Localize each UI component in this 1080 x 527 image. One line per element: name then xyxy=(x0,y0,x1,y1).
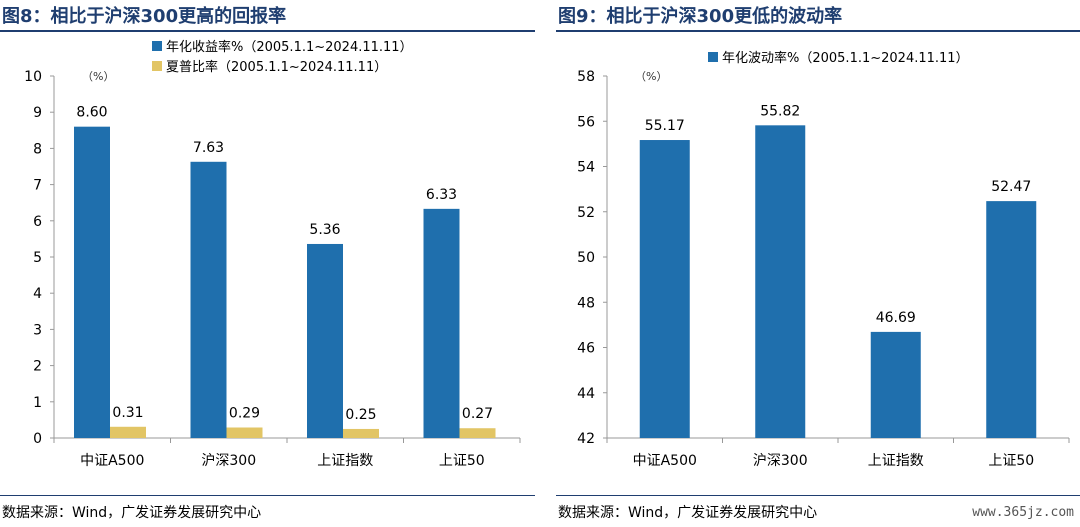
y-tick-label: 56 xyxy=(577,114,595,130)
left-source-rule xyxy=(0,495,535,496)
y-tick-label: 50 xyxy=(577,250,595,266)
x-category-label: 上证50 xyxy=(439,453,485,469)
y-tick-label: 48 xyxy=(577,295,595,311)
data-label: 7.63 xyxy=(193,140,224,156)
bar-primary xyxy=(755,125,806,438)
bar-primary xyxy=(74,126,110,439)
legend-swatch xyxy=(152,41,162,51)
y-tick-label: 8 xyxy=(33,141,42,157)
y-tick-label: 6 xyxy=(33,214,42,230)
bar-primary xyxy=(870,331,921,438)
right-figure-title: 图9：相比于沪深300更低的波动率 xyxy=(558,6,843,27)
bar-primary xyxy=(307,243,343,438)
bar-primary xyxy=(639,140,690,438)
data-label: 0.27 xyxy=(462,406,493,422)
data-label: 8.60 xyxy=(76,105,107,121)
bar-secondary xyxy=(110,426,146,438)
bar-primary xyxy=(190,161,227,438)
y-tick-label: 58 xyxy=(577,69,595,85)
data-label: 0.29 xyxy=(229,406,260,422)
data-label: 55.82 xyxy=(760,103,800,119)
x-category-label: 上证指数 xyxy=(317,453,373,469)
x-category-label: 上证50 xyxy=(988,453,1034,469)
y-tick-label: 54 xyxy=(577,160,595,176)
y-tick-label: 1 xyxy=(33,395,42,411)
data-label: 5.36 xyxy=(309,222,340,238)
x-category-label: 沪深300 xyxy=(753,453,808,469)
y-tick-label: 0 xyxy=(33,431,42,447)
bar-secondary xyxy=(459,428,496,438)
legend-swatch xyxy=(708,52,718,62)
data-label: 0.25 xyxy=(345,407,376,423)
right-bar-chart: （%） 42 44 46 48 50 52 54 56 58 中证A500 沪深300 上证指数 上证50… xyxy=(577,50,1070,469)
right-data-source: 数据来源：Wind，广发证券发展研究中心 xyxy=(558,505,818,521)
site-watermark: www.365jz.com xyxy=(972,505,1074,520)
y-tick-label: 3 xyxy=(33,322,42,338)
left-figure-panel: 图8：相比于沪深300更高的回报率 （%） 0 1 2 3 4 5 6 7 8 9 10 中证A500 沪… xyxy=(0,0,535,527)
left-data-source: 数据来源：Wind，广发证券发展研究中心 xyxy=(2,505,262,521)
data-label: 55.17 xyxy=(645,118,685,134)
bar-primary xyxy=(986,201,1037,438)
bar-secondary xyxy=(343,428,379,438)
y-tick-label: 7 xyxy=(33,178,42,194)
y-tick-label: 42 xyxy=(577,431,595,447)
y-tick-label: 2 xyxy=(33,359,42,375)
x-category-label: 沪深300 xyxy=(201,453,256,469)
y-tick-label: 44 xyxy=(577,386,595,402)
y-tick-label: 52 xyxy=(577,205,595,221)
left-bar-chart: （%） 0 1 2 3 4 5 6 7 8 9 10 中证A500 沪深300 上证指数 上证50 8.60 7.… xyxy=(24,39,521,469)
data-label: 6.33 xyxy=(426,187,457,203)
right-title-rule xyxy=(556,30,1080,32)
legend-label: 年化收益率%（2005.1.1~2024.11.11） xyxy=(166,39,413,55)
y-unit-label: （%） xyxy=(82,70,114,83)
data-label: 0.31 xyxy=(112,405,143,421)
x-category-label: 中证A500 xyxy=(633,453,697,469)
data-label: 46.69 xyxy=(876,310,916,326)
bar-primary xyxy=(423,208,460,438)
x-category-label: 中证A500 xyxy=(80,453,144,469)
left-title-rule xyxy=(0,30,535,32)
legend-swatch xyxy=(152,61,162,71)
left-figure-title: 图8：相比于沪深300更高的回报率 xyxy=(2,6,287,27)
x-category-label: 上证指数 xyxy=(868,453,924,469)
legend-label: 年化波动率%（2005.1.1~2024.11.11） xyxy=(722,50,969,66)
y-tick-label: 4 xyxy=(33,286,42,302)
y-unit-label: （%） xyxy=(635,70,667,83)
y-tick-label: 10 xyxy=(24,69,42,85)
y-tick-label: 5 xyxy=(33,250,42,266)
y-tick-label: 9 xyxy=(33,105,42,121)
bar-secondary xyxy=(226,427,263,438)
legend-label: 夏普比率（2005.1.1~2024.11.11） xyxy=(166,59,387,75)
right-figure-panel: 图9：相比于沪深300更低的波动率 （%） 42 44 46 48 50 52 54 56 58 中… xyxy=(556,0,1080,527)
data-label: 52.47 xyxy=(991,179,1031,195)
y-tick-label: 46 xyxy=(577,341,595,357)
right-source-rule xyxy=(556,495,1080,496)
